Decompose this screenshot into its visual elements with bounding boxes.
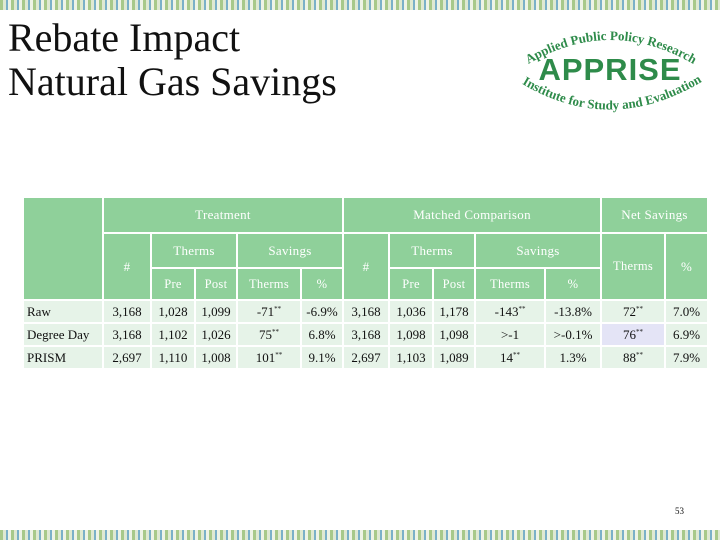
treatment-post: 1,008 [196, 347, 236, 368]
comparison-savings-therms: 14** [476, 347, 545, 368]
comparison-pre: 1,036 [390, 301, 433, 322]
net-percent-header: % [666, 234, 708, 299]
treatment-savings-percent: 9.1% [302, 347, 343, 368]
logo-main-text: APPRISE [538, 52, 681, 87]
significance-marker: ** [513, 350, 521, 359]
title-line-1: Rebate Impact [8, 15, 241, 60]
treatment-savings-therms: -71** [238, 301, 300, 322]
comparison-post: 1,178 [434, 301, 475, 322]
comparison-savings-therms-header: Therms [476, 269, 545, 299]
comparison-pre: 1,098 [390, 324, 433, 345]
title-line-2: Natural Gas Savings [8, 59, 337, 104]
treatment-savings-therms-header: Therms [238, 269, 300, 299]
treatment-savings-percent: -6.9% [302, 301, 343, 322]
net-therms: 72** [602, 301, 665, 322]
treatment-savings-percent-header: % [302, 269, 343, 299]
table-row: Degree Day 3,168 1,102 1,026 75** 6.8% 3… [24, 324, 708, 345]
treatment-post-header: Post [196, 269, 236, 299]
savings-table: Treatment Matched Comparison Net Savings… [22, 196, 709, 370]
treatment-header: Treatment [104, 198, 343, 232]
significance-marker: ** [636, 350, 644, 359]
comparison-therms-header: Therms [390, 234, 475, 267]
treatment-pre-header: Pre [152, 269, 194, 299]
row-label: Raw [24, 301, 102, 322]
comparison-savings-percent: >-0.1% [546, 324, 601, 345]
comparison-pre-header: Pre [390, 269, 433, 299]
treatment-therms-header: Therms [152, 234, 236, 267]
apprise-logo: Applied Public Policy Research APPRISE I… [520, 28, 704, 113]
comparison-count: 3,168 [344, 301, 389, 322]
comparison-pre: 1,103 [390, 347, 433, 368]
top-decorative-stripe [0, 0, 720, 10]
slide-number: 53 [675, 506, 684, 516]
matched-comparison-header: Matched Comparison [344, 198, 601, 232]
treatment-savings-header: Savings [238, 234, 343, 267]
significance-marker: ** [636, 327, 644, 336]
net-therms: 76** [602, 324, 665, 345]
row-label-header [24, 198, 102, 299]
treatment-post: 1,026 [196, 324, 236, 345]
row-label: Degree Day [24, 324, 102, 345]
treatment-post: 1,099 [196, 301, 236, 322]
treatment-savings-therms: 101** [238, 347, 300, 368]
net-savings-header: Net Savings [602, 198, 708, 232]
treatment-count: 3,168 [104, 301, 150, 322]
comparison-savings-percent-header: % [546, 269, 601, 299]
treatment-count: 2,697 [104, 347, 150, 368]
comparison-savings-therms: -143** [476, 301, 545, 322]
net-percent: 6.9% [666, 324, 708, 345]
treatment-pre: 1,028 [152, 301, 194, 322]
comparison-post-header: Post [434, 269, 475, 299]
comparison-count: 3,168 [344, 324, 389, 345]
treatment-pre: 1,102 [152, 324, 194, 345]
table-row: PRISM 2,697 1,110 1,008 101** 9.1% 2,697… [24, 347, 708, 368]
net-percent: 7.0% [666, 301, 708, 322]
comparison-count: 2,697 [344, 347, 389, 368]
treatment-count-header: # [104, 234, 150, 299]
comparison-savings-percent: 1.3% [546, 347, 601, 368]
treatment-pre: 1,110 [152, 347, 194, 368]
net-percent: 7.9% [666, 347, 708, 368]
treatment-count: 3,168 [104, 324, 150, 345]
comparison-count-header: # [344, 234, 389, 299]
comparison-post: 1,089 [434, 347, 475, 368]
net-therms-header: Therms [602, 234, 665, 299]
significance-marker: ** [272, 327, 279, 336]
comparison-post: 1,098 [434, 324, 475, 345]
slide-title: Rebate Impact Natural Gas Savings [8, 16, 337, 104]
treatment-savings-percent: 6.8% [302, 324, 343, 345]
comparison-savings-header: Savings [476, 234, 601, 267]
significance-marker: ** [518, 304, 526, 313]
comparison-savings-percent: -13.8% [546, 301, 601, 322]
significance-marker: ** [275, 350, 283, 359]
treatment-savings-therms: 75** [238, 324, 300, 345]
significance-marker: ** [274, 304, 282, 313]
bottom-decorative-stripe [0, 530, 720, 540]
significance-marker: ** [636, 304, 644, 313]
row-label: PRISM [24, 347, 102, 368]
comparison-savings-therms: >-1 [476, 324, 545, 345]
net-therms: 88** [602, 347, 665, 368]
table-row: Raw 3,168 1,028 1,099 -71** -6.9% 3,168 … [24, 301, 708, 322]
